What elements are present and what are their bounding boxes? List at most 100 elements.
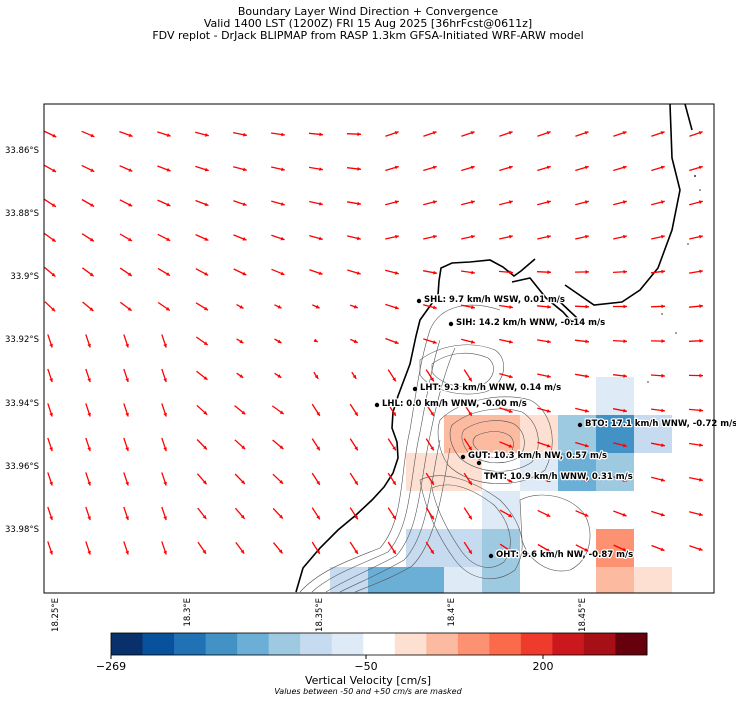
wind-arrow-head xyxy=(508,409,513,413)
wind-arrow-head xyxy=(241,410,246,415)
wind-arrow-head xyxy=(318,271,323,275)
wind-arrow-head xyxy=(584,513,589,517)
wind-arrow-head xyxy=(128,168,133,172)
wind-arrow-head xyxy=(163,516,167,521)
colorbar-swatch xyxy=(426,633,459,655)
wind-arrow-head xyxy=(204,167,209,172)
lat-tick-label: 33.98°S xyxy=(5,525,39,535)
wind-arrow-head xyxy=(661,373,665,378)
wind-arrow-head xyxy=(623,408,627,413)
wind-arrow-head xyxy=(353,339,358,343)
wind-arrow-head xyxy=(699,234,703,239)
wind-arrow-head xyxy=(125,412,129,417)
wind-arrow-head xyxy=(699,373,703,378)
wind-arrow-head xyxy=(281,167,285,172)
wind-arrow-head xyxy=(392,377,396,382)
wind-arrow-head xyxy=(319,201,323,206)
wind-arrow-head xyxy=(125,343,129,348)
wind-arrow-head xyxy=(584,443,589,448)
wind-arrow-head xyxy=(508,478,513,483)
wind-arrow-head xyxy=(471,270,475,275)
wind-arrow-head xyxy=(470,165,475,170)
wind-arrow-head xyxy=(394,131,399,135)
wind-arrow-head xyxy=(699,477,703,482)
wind-arrow-head xyxy=(163,481,167,486)
colorbar-swatch xyxy=(268,633,301,655)
wind-arrow-head xyxy=(585,374,589,378)
wind-arrow-head xyxy=(661,339,665,343)
wind-arrow-head xyxy=(622,478,627,482)
wind-arrow-head xyxy=(241,445,246,450)
wind-arrow-head xyxy=(203,376,208,380)
wind-arrow-head xyxy=(316,446,320,451)
station-dot-gut xyxy=(460,454,466,460)
wind-arrow-head xyxy=(623,234,627,239)
colorbar-tick-label: −50 xyxy=(354,660,377,673)
wind-arrow-head xyxy=(546,200,551,204)
wind-arrow-head xyxy=(242,167,247,172)
wind-arrow-head xyxy=(242,237,247,241)
wind-arrow-head xyxy=(280,202,285,206)
wind-arrow-head xyxy=(508,131,513,135)
wind-arrow-head xyxy=(584,478,589,482)
wind-arrow-head xyxy=(203,445,207,450)
wind-arrow-head xyxy=(354,411,358,416)
wind-arrow-head xyxy=(430,411,434,416)
colorbar-swatch xyxy=(363,633,396,655)
lat-tick-label: 33.9°S xyxy=(10,272,39,282)
lon-tick-label: 18.4°E xyxy=(447,598,457,627)
wind-arrow-head xyxy=(468,480,472,485)
wind-arrow-head xyxy=(394,165,399,170)
wind-arrow-head xyxy=(430,549,434,554)
station-label-lht: LHT: 9.3 km/h WNW, 0.14 m/s xyxy=(420,383,561,393)
station-dot-sih xyxy=(448,321,454,327)
station-label-sih: SIH: 14.2 km/h WNW, -0.14 m/s xyxy=(456,318,605,328)
wind-arrow-head xyxy=(470,131,475,135)
wind-arrow-head xyxy=(546,478,551,483)
wind-arrow-head xyxy=(584,131,589,135)
station-label-gut: GUT: 10.3 km/h NW, 0.57 m/s xyxy=(468,451,607,461)
wind-arrow-head xyxy=(394,200,399,204)
wind-arrow-head xyxy=(319,132,323,137)
wind-arrow-head xyxy=(357,236,361,241)
wind-arrow-head xyxy=(87,447,91,452)
wind-arrow-head xyxy=(395,234,399,239)
wind-arrow-head xyxy=(699,304,703,309)
wind-arrow-head xyxy=(51,307,56,312)
wind-arrow-head xyxy=(87,481,91,486)
wind-arrow-head xyxy=(661,304,665,309)
wind-arrow-head xyxy=(87,550,91,555)
wind-arrow-head xyxy=(547,270,551,275)
wind-arrow-head xyxy=(239,374,244,378)
wind-arrow-head xyxy=(51,272,56,277)
wind-arrow-head xyxy=(623,269,627,274)
wind-arrow-head xyxy=(357,167,361,171)
wind-arrow-head xyxy=(585,408,589,413)
wind-arrow-head xyxy=(546,548,551,552)
station-label-lhl: LHL: 0.0 km/h WNW, -0.00 m/s xyxy=(382,399,527,409)
wind-arrow-head xyxy=(354,515,358,520)
vertical-velocity-shading xyxy=(330,377,672,593)
wind-arrow-head xyxy=(394,271,399,275)
wind-arrow-head xyxy=(163,378,167,383)
wind-arrow-head xyxy=(125,378,129,383)
wind-arrow-head xyxy=(468,377,472,382)
wind-arrow-head xyxy=(392,446,396,451)
colorbar xyxy=(110,632,648,656)
wind-arrow-head xyxy=(316,411,320,416)
wind-arrow-head xyxy=(546,131,551,135)
wind-arrow-head xyxy=(547,234,551,239)
wind-arrow-head xyxy=(547,374,551,379)
lat-tick-label: 33.96°S xyxy=(5,462,39,472)
wind-arrow-head xyxy=(243,132,247,137)
wind-arrow-head xyxy=(89,237,94,242)
wind-arrow-head xyxy=(660,478,665,482)
colorbar-swatch xyxy=(615,633,648,655)
wind-arrow-head xyxy=(584,547,589,552)
wind-arrow-head xyxy=(507,548,512,552)
wind-arrow-head xyxy=(699,338,703,343)
wind-arrow-head xyxy=(239,305,244,309)
station-label-shl: SHL: 9.7 km/h WSW, 0.01 m/s xyxy=(424,295,565,305)
wind-arrow-head xyxy=(432,165,437,170)
lon-tick-label: 18.35°E xyxy=(315,598,325,632)
